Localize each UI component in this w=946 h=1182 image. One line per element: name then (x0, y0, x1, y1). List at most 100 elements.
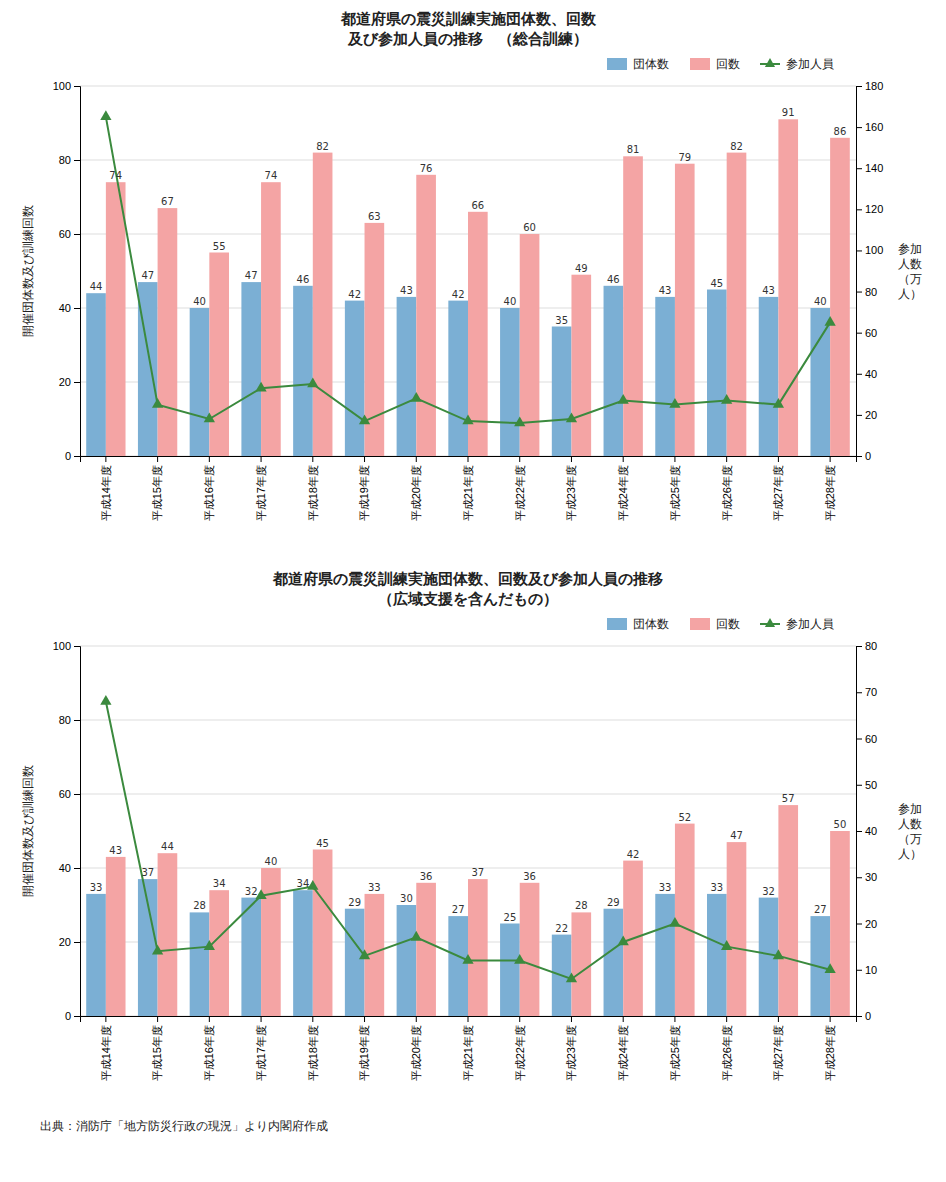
tick: 160 (856, 121, 883, 133)
bar (707, 290, 727, 457)
tick-mark (74, 942, 80, 943)
tick: 60 (59, 788, 80, 800)
tick: 20 (856, 409, 877, 421)
tick-mark (74, 646, 80, 647)
y-axis: 020406080100 (53, 640, 81, 1022)
tick-mark (74, 86, 80, 87)
tick-mark (74, 794, 80, 795)
bar (830, 831, 850, 1016)
bar (500, 924, 520, 1017)
tick: 180 (856, 80, 883, 92)
bar (261, 182, 281, 456)
data-label: 28 (575, 900, 588, 911)
tick: 60 (856, 733, 877, 745)
tick: 60 (856, 327, 877, 339)
chart-title: 都道府県の震災訓練実施団体数、回数及び参加人員の推移 （総合訓練） (340, 10, 597, 48)
line-marker (721, 394, 732, 404)
data-label: 86 (834, 126, 847, 137)
tick-mark (856, 86, 862, 87)
tick: 100 (53, 640, 80, 652)
grid-line (80, 720, 856, 721)
tick-label: 30 (865, 871, 877, 883)
tick-label: 140 (865, 162, 883, 174)
data-label: 43 (762, 285, 775, 296)
tick-label: 40 (59, 862, 71, 874)
data-labels: 4447404746424342403546434543407467557482… (90, 107, 847, 325)
tick-label: 100 (53, 80, 71, 92)
tick-label: 70 (865, 686, 877, 698)
tick-mark (856, 250, 862, 251)
line-marker (204, 412, 215, 422)
data-label: 33 (90, 882, 103, 893)
tick-mark (74, 868, 80, 869)
legend-label: 団体数 (633, 617, 669, 631)
y2-axis-label-line: 人） (898, 286, 922, 300)
tick-mark (623, 456, 624, 462)
data-label: 82 (316, 141, 329, 152)
data-label: 47 (141, 270, 154, 281)
tick-label: 50 (865, 779, 877, 791)
plot: 3337283234293027252229333332274344344045… (21, 640, 922, 1081)
data-label: 33 (710, 882, 723, 893)
tick-mark (519, 1016, 520, 1022)
bar (241, 898, 261, 1016)
tick: 平成23年度 (565, 456, 577, 521)
line-marker (411, 392, 422, 402)
tick-mark (856, 924, 862, 925)
tick: 平成17年度 (255, 456, 267, 521)
data-label: 46 (297, 274, 310, 285)
tick-label: 平成20年度 (410, 465, 422, 521)
grid-line (80, 794, 856, 795)
grid (80, 646, 856, 1016)
data-label: 43 (400, 285, 413, 296)
bar (520, 883, 540, 1016)
data-label: 42 (348, 289, 361, 300)
tick: 70 (856, 686, 877, 698)
line-marker (462, 954, 473, 964)
data-label: 30 (400, 893, 413, 904)
tick-label: 平成25年度 (669, 1025, 681, 1081)
line-marker (824, 963, 835, 973)
tick: 0 (856, 1010, 871, 1022)
tick-mark (856, 333, 862, 334)
line-marker (618, 394, 629, 404)
tick-mark (74, 456, 80, 457)
tick-label: 20 (865, 918, 877, 930)
tick-label: 平成27年度 (772, 1025, 784, 1081)
tick-label: 80 (865, 640, 877, 652)
bar (468, 212, 488, 456)
bar (727, 842, 747, 1016)
tick-label: 平成14年度 (100, 1025, 112, 1081)
data-label: 29 (607, 897, 620, 908)
tick-label: 20 (59, 376, 71, 388)
tick: 60 (59, 228, 80, 240)
tick-label: 平成27年度 (772, 465, 784, 521)
plot: 4447404746424342403546434543407467557482… (21, 80, 922, 521)
tick: 10 (856, 964, 877, 976)
tick-mark (674, 1016, 675, 1022)
tick-mark (416, 456, 417, 462)
tick-label: 0 (865, 1010, 871, 1022)
tick: 平成15年度 (151, 1016, 163, 1081)
legend-item: 団体数 (607, 57, 669, 71)
legend: 団体数回数参加人員 (607, 617, 834, 631)
tick-mark (830, 456, 831, 462)
chart-title: 都道府県の震災訓練実施団体数、回数及び参加人員の推移（広域支援を含んだもの） (272, 570, 663, 608)
legend: 団体数回数参加人員 (607, 57, 834, 71)
x-axis: 平成14年度平成15年度平成16年度平成17年度平成18年度平成19年度平成20… (81, 456, 857, 521)
tick: 平成19年度 (358, 1016, 370, 1081)
chart-svg: 都道府県の震災訓練実施団体数、回数及び参加人員の推移 （総合訓練） 44 47 40 4… (0, 0, 946, 1182)
data-label: 44 (161, 841, 174, 852)
bar (293, 286, 313, 456)
bar (604, 909, 624, 1016)
tick-mark (74, 234, 80, 235)
axis-line (857, 647, 863, 1017)
legend-swatch (690, 58, 710, 70)
tick-label: 20 (865, 409, 877, 421)
tick: 0 (65, 1010, 80, 1022)
tick-label: 平成20年度 (410, 1025, 422, 1081)
tick-label: 平成21年度 (462, 1025, 474, 1081)
line-marker (411, 931, 422, 941)
tick: 80 (59, 714, 80, 726)
tick-mark (571, 456, 572, 462)
